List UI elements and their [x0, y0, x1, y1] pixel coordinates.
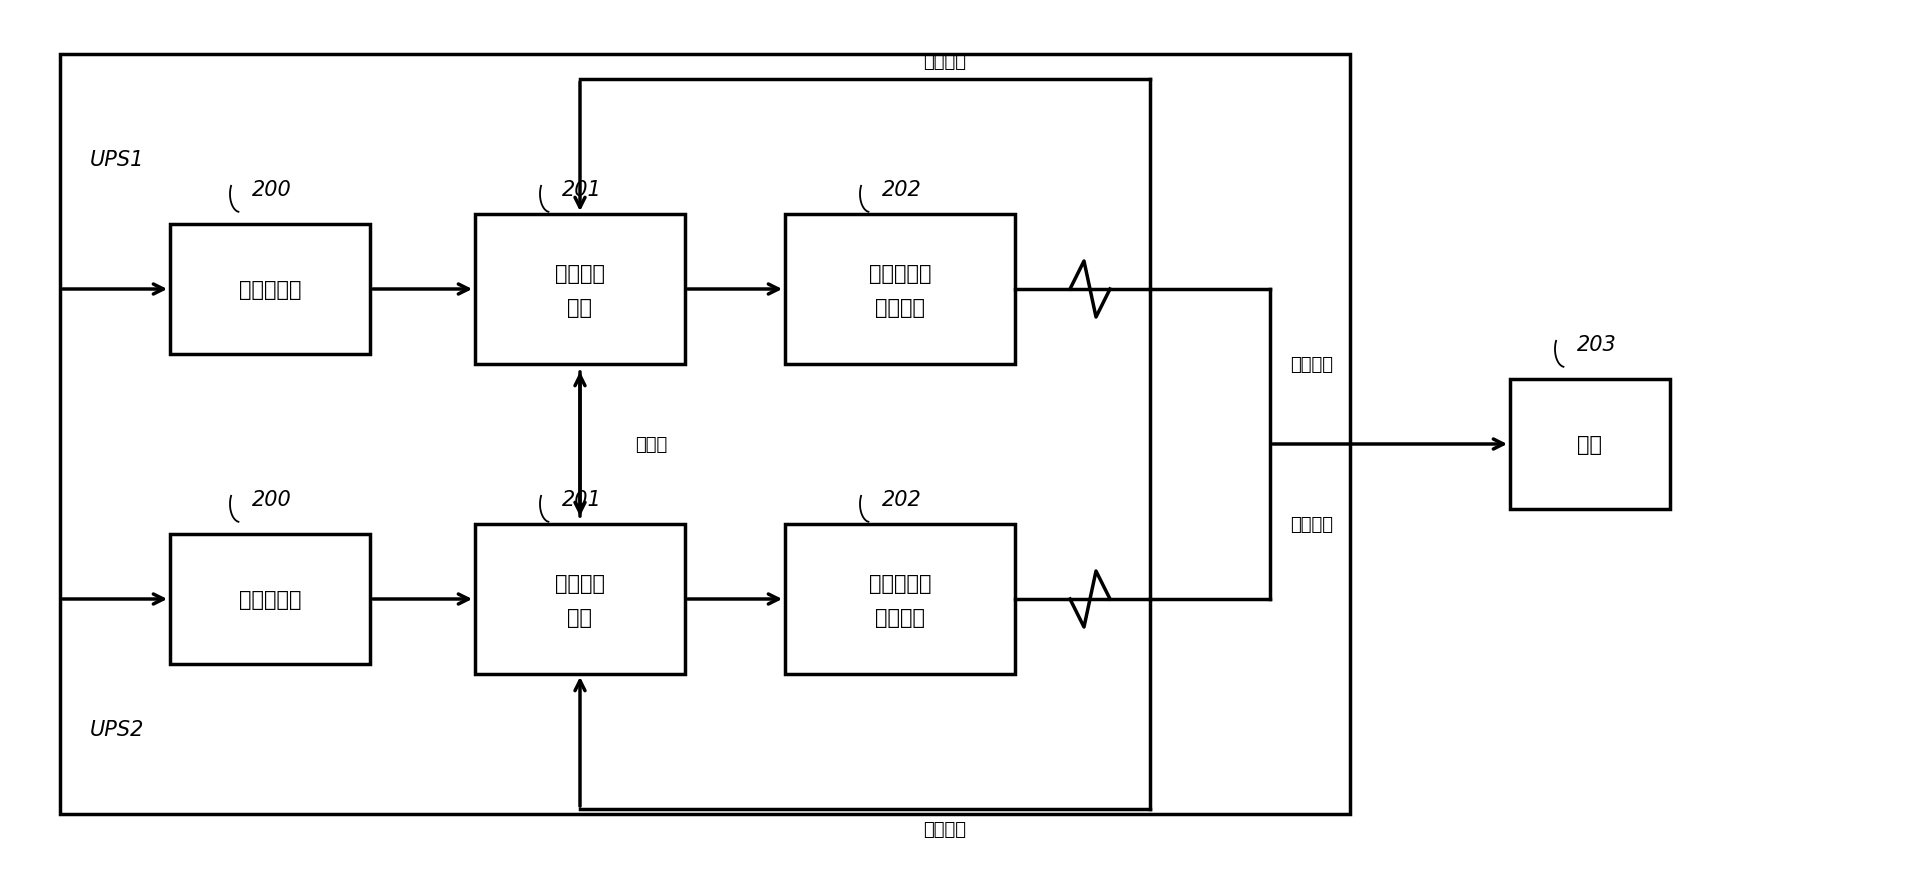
Text: 200: 200 — [253, 180, 291, 199]
Bar — [170, 224, 369, 355]
Bar — [785, 215, 1014, 365]
Text: 202: 202 — [882, 180, 921, 199]
Text: 信号处理: 信号处理 — [555, 264, 605, 283]
Text: 203: 203 — [1575, 334, 1615, 355]
Text: 201: 201 — [561, 489, 601, 510]
Bar — [475, 525, 685, 674]
Text: 并机线: 并机线 — [635, 435, 666, 453]
Text: UPS2: UPS2 — [90, 719, 144, 739]
Text: 负载: 负载 — [1577, 434, 1602, 454]
Text: 200: 200 — [253, 489, 291, 510]
Bar — [475, 215, 685, 365]
Bar — [1510, 380, 1669, 510]
Text: 202: 202 — [882, 489, 921, 510]
Text: 201: 201 — [561, 180, 601, 199]
Text: 控制装置: 控制装置 — [875, 607, 924, 628]
Text: 电压检测: 电压检测 — [923, 820, 967, 838]
Text: 电流传感器: 电流传感器 — [239, 589, 300, 610]
Text: 信号处理: 信号处理 — [555, 573, 605, 594]
Text: 控制装置: 控制装置 — [875, 298, 924, 317]
Text: 逆变器输出: 逆变器输出 — [869, 573, 930, 594]
Text: 装置: 装置 — [567, 298, 591, 317]
Text: 电流检测: 电流检测 — [1290, 516, 1332, 534]
Bar — [170, 535, 369, 664]
Text: 电流传感器: 电流传感器 — [239, 280, 300, 299]
Text: UPS1: UPS1 — [90, 150, 144, 170]
Text: 电压检测: 电压检测 — [923, 53, 967, 71]
Text: 电流检测: 电流检测 — [1290, 356, 1332, 374]
Text: 装置: 装置 — [567, 607, 591, 628]
Bar — [59, 55, 1349, 814]
Text: 逆变器输出: 逆变器输出 — [869, 264, 930, 283]
Bar — [785, 525, 1014, 674]
